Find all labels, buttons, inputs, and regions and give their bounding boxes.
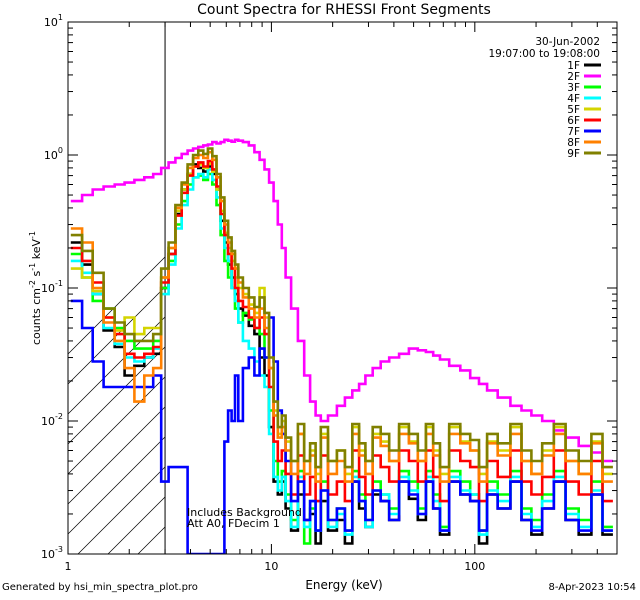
time-range: 19:07:00 to 19:08:00 [488,48,600,60]
x-tick-label: 100 [464,560,485,573]
chart-title: Count Spectra for RHESSI Front Segments [197,2,491,18]
axis-ticks: 1 10 100 101 100 10-1 10-2 10-3 [41,13,618,573]
hatch-line [77,466,166,554]
legend-label: 7F [567,126,580,138]
legend-label: 8F [567,137,580,149]
legend-label: 2F [567,71,580,83]
legend-label: 1F [567,60,580,72]
x-tick-label: 1 [65,560,72,573]
x-axis-label: Energy (keV) [305,578,382,592]
x-tick-label: 10 [264,560,278,573]
observation-date: 30-Jun-2002 [535,36,600,48]
hatch-line [498,134,640,554]
annotation-attenuator: Att A0, FDecim 1 [187,517,280,530]
annotation-background: Includes Background [187,506,302,519]
hatch-line [408,134,640,554]
hatch-line [68,316,166,415]
y-tick-label: 10-2 [41,412,63,428]
series-2F [70,138,613,463]
series-7F [70,299,613,554]
legend-label: 4F [567,93,580,105]
series-group [70,22,613,554]
generated-by-label: Generated by hsi_min_spectra_plot.pro [2,582,198,593]
hatch-line [618,134,640,554]
series-5F [70,162,613,476]
y-tick-label: 100 [44,146,63,162]
legend-label: 6F [567,115,580,127]
series-8F [70,150,613,483]
legend-label: 9F [567,148,580,160]
y-axis-label: counts cm-2 s-1 keV-1 [28,231,43,345]
y-tick-label: 10-3 [41,545,63,561]
hatch-line [68,256,166,355]
hatch-line [68,286,166,385]
y-tick-label: 101 [44,13,63,29]
hatch-line [68,376,166,475]
legend-label: 5F [567,104,580,116]
y-tick-label: 10-1 [41,279,63,295]
footer-timestamp: 8-Apr-2023 10:54 [548,582,636,593]
series-9F [70,147,613,469]
legend-label: 3F [567,82,580,94]
hatch-line [68,406,166,505]
hatch-line [528,134,640,554]
hatch-line [68,436,166,535]
excluded-energy-hatch [68,134,640,554]
